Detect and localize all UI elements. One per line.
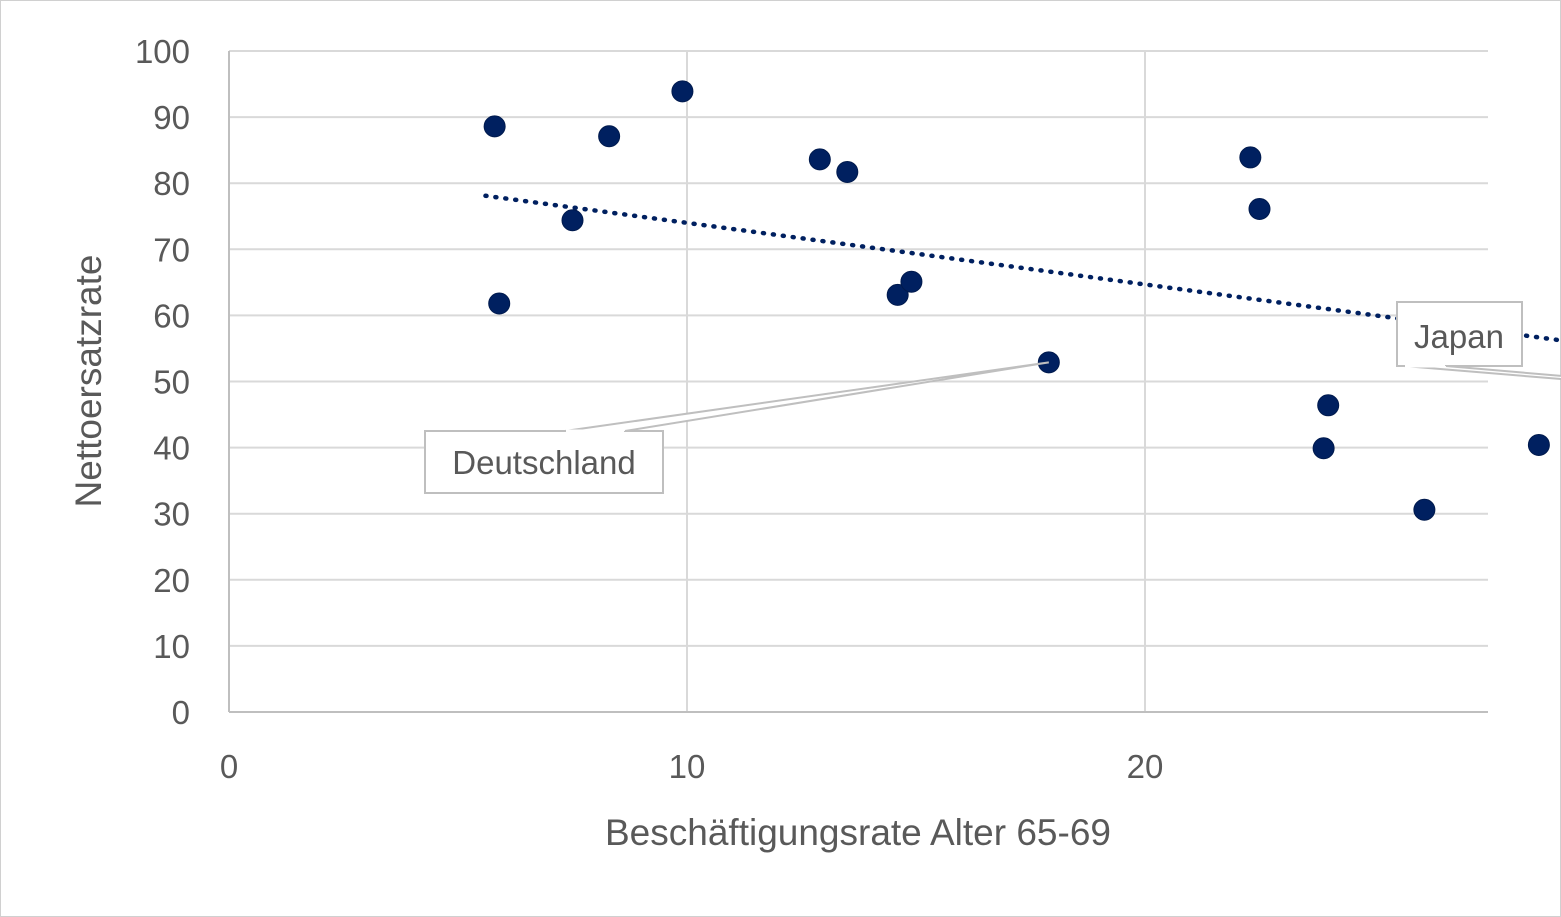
- data-point: [598, 125, 621, 148]
- data-point: [671, 80, 694, 103]
- y-tick-label: 100: [135, 33, 190, 70]
- data-point: [1239, 146, 1262, 169]
- y-tick-label: 60: [153, 297, 190, 334]
- data-point: [1312, 437, 1335, 460]
- y-tick-label: 10: [153, 628, 190, 665]
- x-tick-label: 20: [1127, 748, 1164, 785]
- y-tick-label: 50: [153, 364, 190, 401]
- callouts: Deutschland Japan: [424, 301, 1561, 494]
- grid-lines: [229, 50, 1488, 712]
- callout-label: Japan: [1414, 318, 1504, 355]
- y-tick-label: 80: [153, 165, 190, 202]
- data-point: [561, 209, 584, 232]
- callout-box: [1396, 301, 1523, 367]
- callout-pointer: [1403, 365, 1561, 381]
- y-tick-label: 90: [153, 99, 190, 136]
- data-point: [488, 292, 511, 315]
- data-points: [483, 80, 1550, 521]
- x-tick-label: 10: [669, 748, 706, 785]
- trendline-path: [483, 193, 1561, 343]
- x-axis-title: Beschäftigungsrate Alter 65-69: [605, 812, 1111, 853]
- y-tick-label: 40: [153, 430, 190, 467]
- data-point: [836, 160, 859, 183]
- x-tick-label: 0: [220, 748, 238, 785]
- y-tick-labels: 0 10 20 30 40 50 60 70 80 90 100: [135, 33, 190, 731]
- axes: [228, 51, 1488, 713]
- data-point: [1413, 498, 1436, 521]
- callout-pointer: [564, 361, 1049, 432]
- y-tick-label: 30: [153, 496, 190, 533]
- trendline: [483, 193, 1561, 343]
- data-point: [1527, 433, 1550, 456]
- data-point: [1317, 394, 1340, 417]
- y-axis-title: Nettoersatzrate: [68, 255, 109, 508]
- y-tick-label: 70: [153, 231, 190, 268]
- data-point: [900, 270, 923, 293]
- data-point: [483, 115, 506, 138]
- y-tick-label: 0: [172, 694, 190, 731]
- callout-label: Deutschland: [452, 444, 635, 481]
- y-tick-label: 20: [153, 562, 190, 599]
- data-point: [1248, 197, 1271, 220]
- data-point: [886, 283, 909, 306]
- data-point: [808, 148, 831, 171]
